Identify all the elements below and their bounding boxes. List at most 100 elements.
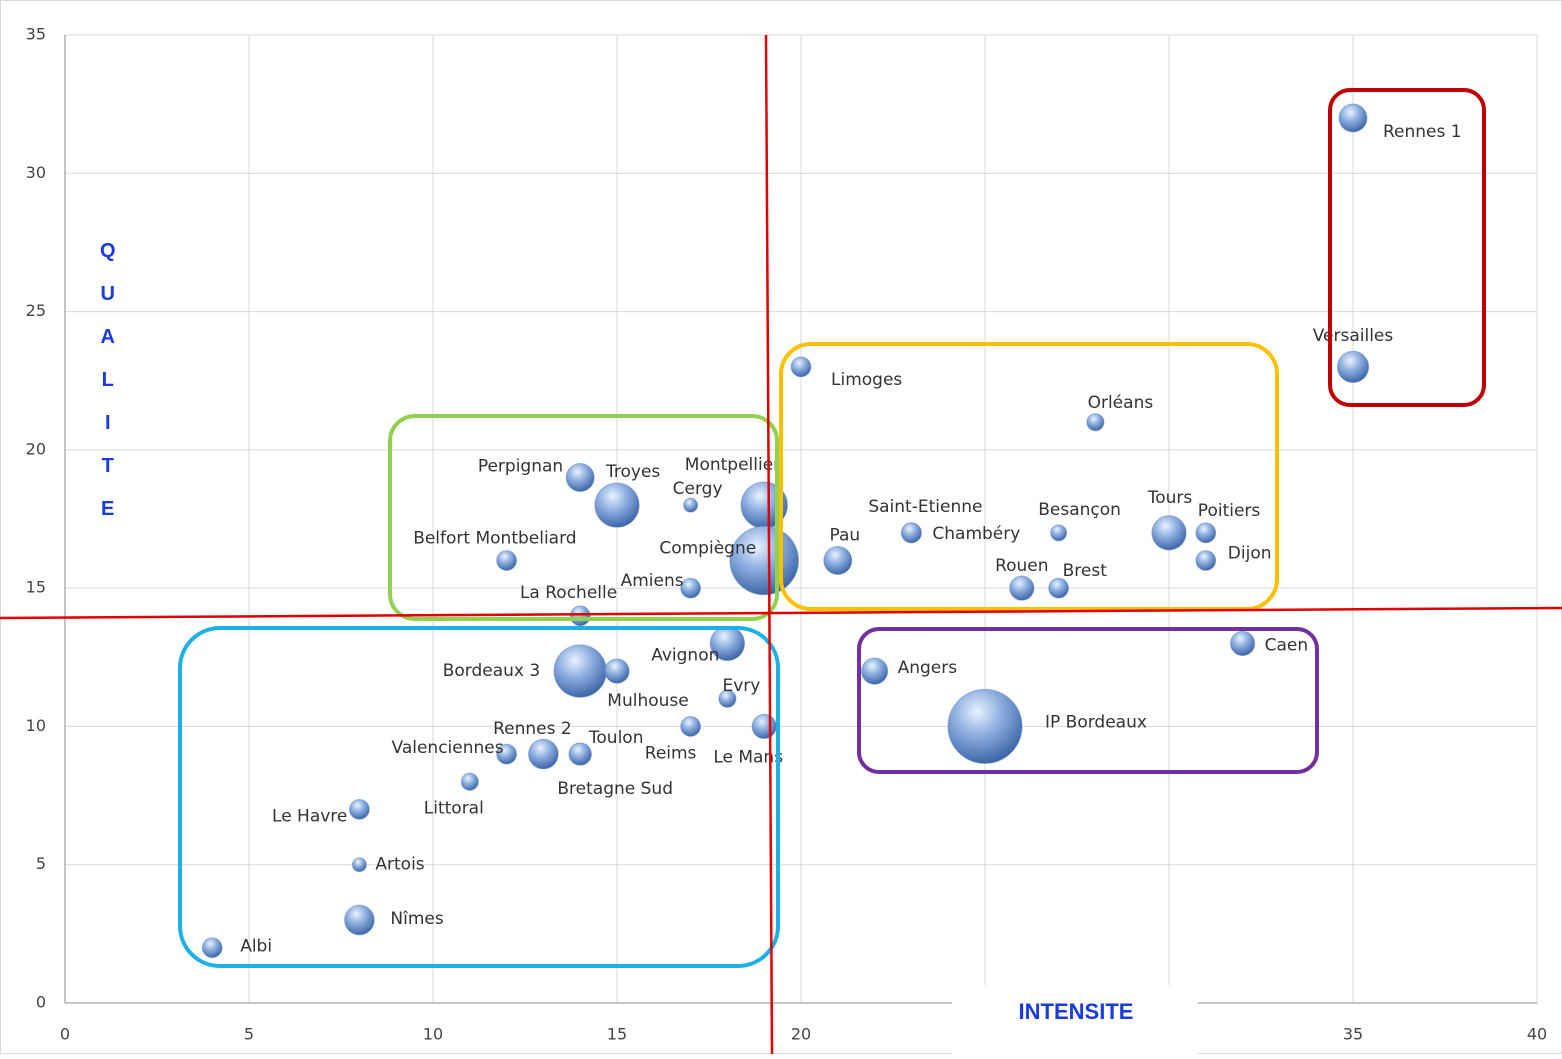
point-label: Versailles (1313, 326, 1394, 346)
bubble (1151, 515, 1187, 551)
y-tick-label: 10 (26, 716, 46, 735)
bubble (1195, 522, 1217, 544)
point-label: Albi (240, 937, 272, 957)
point-label: Le Havre (272, 806, 347, 826)
y-tick-label: 15 (26, 578, 46, 597)
grid: 051015202530354005101520253035 (26, 25, 1548, 1044)
point-label: Belfort Montbeliard (413, 528, 576, 548)
x-tick-label: 15 (607, 1025, 627, 1044)
bubble (1050, 524, 1068, 542)
point-label: Orléans (1088, 393, 1154, 413)
point-label: Valenciennes (392, 738, 504, 758)
bubble (729, 525, 799, 596)
point-label: Evry (722, 676, 760, 696)
point-label: Mulhouse (607, 691, 688, 711)
y-tick-label: 0 (36, 993, 46, 1012)
labels: Rennes 1 Versailles Limoges Orléans Perpigna… (240, 122, 1461, 957)
bubble (351, 857, 367, 873)
bubble (594, 482, 640, 528)
axis-title-box (952, 985, 1198, 1054)
group-box (857, 627, 1319, 774)
point-label: Angers (898, 658, 958, 678)
y-axis-title: QUALITE (97, 240, 119, 541)
x-tick-label: 40 (1527, 1025, 1547, 1044)
bubble (604, 658, 630, 684)
point-label: Perpignan (478, 457, 563, 477)
bubble (201, 937, 223, 959)
point-label: Littoral (424, 799, 484, 819)
point-label: Rouen (995, 556, 1048, 576)
bubble (528, 738, 559, 770)
point-label: Amiens (621, 571, 684, 591)
bubble (680, 577, 701, 599)
bubbles (201, 103, 1370, 959)
point-label: Cergy (673, 479, 723, 499)
point-label: Besançon (1038, 500, 1121, 520)
y-tick-label: 25 (26, 301, 46, 320)
point-label: Artois (375, 855, 424, 875)
point-label: Montpellier (685, 455, 780, 475)
bubble (569, 605, 591, 627)
x-tick-label: 0 (60, 1025, 70, 1044)
point-label: Avignon (651, 645, 719, 665)
point-label: Chambéry (932, 524, 1020, 544)
y-tick-label: 35 (26, 25, 46, 44)
bubble (718, 689, 737, 708)
bubble (1336, 350, 1370, 384)
x-tick-label: 20 (791, 1025, 811, 1044)
point-label: Reims (645, 743, 697, 763)
point-label: Compiègne (659, 538, 756, 558)
point-label: Caen (1265, 635, 1309, 655)
point-label: Limoges (831, 370, 902, 390)
bubble (1009, 575, 1035, 601)
point-label: Toulon (588, 728, 644, 748)
bubble (751, 713, 777, 740)
x-tick-label: 35 (1343, 1025, 1363, 1044)
group-box (178, 626, 780, 968)
bubble (349, 799, 370, 820)
group-box (779, 342, 1279, 611)
bubble (861, 657, 889, 685)
point-label: Poitiers (1198, 501, 1261, 521)
point-label: Tours (1147, 488, 1193, 508)
bubble (460, 772, 479, 791)
bubble (565, 463, 595, 493)
bubble (683, 497, 699, 513)
x-axis-title: INTENSITE (1019, 999, 1134, 1024)
point-label: Pau (829, 525, 860, 545)
point-label: Rennes 1 (1383, 122, 1462, 142)
point-label: Rennes 2 (493, 719, 572, 739)
point-label: La Rochelle (520, 583, 617, 603)
bubble (680, 716, 701, 737)
threshold-line (0, 606, 1562, 620)
bubble (344, 904, 375, 936)
x-tick-label: 5 (244, 1025, 254, 1044)
threshold-line (764, 34, 774, 1055)
bubble (568, 742, 592, 766)
bubble (1195, 550, 1217, 571)
groups (178, 88, 1486, 968)
point-label: Bordeaux 3 (443, 661, 540, 681)
bubble (553, 644, 607, 698)
bubble (1338, 103, 1368, 133)
group-box (1328, 88, 1486, 407)
bubble (496, 743, 517, 765)
point-label: Troyes (605, 462, 660, 482)
point-label: Bretagne Sud (557, 779, 673, 799)
y-tick-label: 5 (36, 854, 46, 873)
point-label: Le Mans (713, 747, 783, 767)
point-label: Brest (1063, 561, 1108, 581)
group-box (388, 414, 779, 621)
bubble (496, 550, 517, 571)
bubble (947, 688, 1023, 764)
x-tick-label: 10 (423, 1025, 443, 1044)
bubble (1086, 413, 1105, 432)
bubble (790, 356, 812, 378)
point-label: Dijon (1228, 543, 1272, 563)
bubble (823, 545, 853, 575)
y-tick-label: 20 (26, 439, 46, 458)
bubble (1229, 630, 1256, 657)
bubble (1048, 577, 1069, 599)
point-label: Saint-Etienne (868, 497, 982, 517)
